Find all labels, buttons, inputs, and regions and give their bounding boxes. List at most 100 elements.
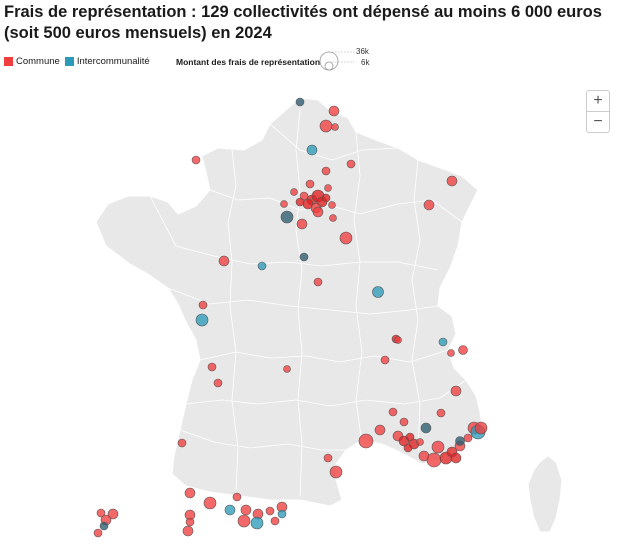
marker-commune[interactable] — [447, 349, 455, 357]
marker-commune[interactable] — [431, 440, 445, 454]
marker-commune[interactable] — [299, 191, 309, 201]
marker-commune[interactable] — [305, 179, 315, 189]
marker-commune[interactable] — [232, 492, 242, 502]
marker-commune[interactable] — [463, 433, 473, 443]
marker-intercommunalite[interactable] — [250, 516, 264, 530]
markers — [93, 97, 488, 538]
dept-border-8 — [227, 149, 239, 491]
marker-commune[interactable] — [184, 487, 196, 499]
marker-intercommunalite[interactable] — [277, 509, 287, 519]
marker-commune[interactable] — [329, 465, 343, 479]
size-legend: 36k 6k — [318, 47, 378, 73]
marker-commune[interactable] — [321, 193, 331, 203]
france-map[interactable] — [0, 78, 640, 549]
marker-commune[interactable] — [358, 433, 374, 449]
marker-commune[interactable] — [423, 199, 435, 211]
marker-intercommunalite[interactable] — [280, 210, 294, 224]
marker-intercommunalite[interactable] — [99, 521, 109, 531]
zoom-out-button[interactable]: − — [587, 111, 609, 132]
dept-border-3 — [149, 195, 439, 271]
marker-commune[interactable] — [182, 525, 194, 537]
dept-border-11 — [411, 159, 421, 453]
marker-intercommunalite[interactable] — [224, 504, 236, 516]
marker-commune[interactable] — [96, 508, 106, 518]
marker-commune[interactable] — [237, 514, 251, 528]
size-legend-max-label: 36k — [356, 47, 369, 56]
marker-intercommunalite[interactable] — [195, 313, 209, 327]
marker-commune[interactable] — [399, 417, 409, 427]
marker-intercommunalite[interactable] — [299, 252, 309, 262]
dept-border-7 — [179, 429, 346, 451]
zoom-controls: + − — [586, 90, 610, 133]
marker-commune[interactable] — [328, 105, 340, 117]
marker-commune[interactable] — [323, 453, 333, 463]
marker-commune[interactable] — [403, 443, 413, 453]
marker-commune[interactable] — [321, 166, 331, 176]
marker-commune[interactable] — [198, 300, 208, 310]
marker-commune[interactable] — [450, 385, 462, 397]
marker-commune[interactable] — [446, 175, 458, 187]
marker-intercommunalite[interactable] — [455, 436, 465, 446]
size-legend-title: Montant des frais de représentation — [176, 57, 321, 67]
marker-intercommunalite[interactable] — [420, 422, 432, 434]
marker-intercommunalite[interactable] — [295, 97, 305, 107]
marker-commune[interactable] — [346, 159, 356, 169]
marker-commune[interactable] — [374, 424, 386, 436]
marker-commune[interactable] — [270, 516, 280, 526]
marker-commune[interactable] — [296, 218, 308, 230]
marker-commune[interactable] — [458, 345, 468, 355]
marker-commune[interactable] — [329, 214, 337, 222]
legend-item-commune: Commune — [4, 56, 60, 67]
size-legend-circle-max — [319, 51, 339, 71]
marker-commune[interactable] — [290, 188, 298, 196]
marker-commune[interactable] — [240, 504, 252, 516]
marker-commune[interactable] — [207, 362, 217, 372]
marker-commune[interactable] — [450, 452, 462, 464]
dept-border-5 — [199, 349, 449, 363]
legend-label-intercommunalite: Intercommunalité — [76, 55, 150, 67]
dept-border-4 — [167, 287, 439, 315]
size-legend-circles — [319, 51, 354, 71]
marker-intercommunalite[interactable] — [306, 144, 318, 156]
map-land — [95, 97, 563, 533]
marker-commune[interactable] — [265, 506, 275, 516]
marker-commune[interactable] — [191, 155, 201, 165]
marker-commune[interactable] — [426, 452, 442, 468]
corsica-shape — [527, 455, 563, 533]
marker-commune[interactable] — [474, 421, 488, 435]
marker-commune[interactable] — [313, 277, 323, 287]
marker-intercommunalite[interactable] — [438, 337, 448, 347]
marker-commune[interactable] — [295, 197, 305, 207]
marker-intercommunalite[interactable] — [372, 286, 384, 298]
marker-commune[interactable] — [283, 365, 291, 373]
legend-swatch-commune — [4, 56, 13, 66]
color-legend: Commune Intercommunalité — [4, 50, 155, 72]
marker-commune[interactable] — [213, 378, 223, 388]
marker-commune[interactable] — [394, 336, 402, 344]
marker-commune[interactable] — [331, 123, 339, 131]
legend-swatch-intercommunalite — [64, 56, 74, 66]
marker-commune[interactable] — [319, 119, 333, 133]
dept-border-10 — [353, 131, 363, 445]
marker-commune[interactable] — [328, 201, 336, 209]
marker-commune[interactable] — [280, 200, 288, 208]
legend-label-commune: Commune — [16, 55, 60, 67]
marker-commune[interactable] — [380, 355, 390, 365]
zoom-in-button[interactable]: + — [593, 92, 603, 109]
marker-commune[interactable] — [416, 438, 424, 446]
dept-border-1 — [269, 123, 399, 161]
marker-commune[interactable] — [436, 408, 446, 418]
marker-commune[interactable] — [203, 496, 217, 510]
marker-commune[interactable] — [339, 231, 353, 245]
mainland-france-shape — [95, 97, 483, 507]
marker-commune[interactable] — [177, 438, 187, 448]
legend-item-intercommunalite: Intercommunalité — [64, 55, 150, 67]
marker-commune[interactable] — [185, 517, 195, 527]
marker-commune[interactable] — [93, 528, 103, 538]
marker-commune[interactable] — [107, 508, 119, 520]
marker-commune[interactable] — [218, 255, 230, 267]
marker-intercommunalite[interactable] — [257, 261, 267, 271]
marker-commune[interactable] — [312, 206, 324, 218]
marker-commune[interactable] — [388, 407, 398, 417]
marker-commune[interactable] — [324, 184, 332, 192]
